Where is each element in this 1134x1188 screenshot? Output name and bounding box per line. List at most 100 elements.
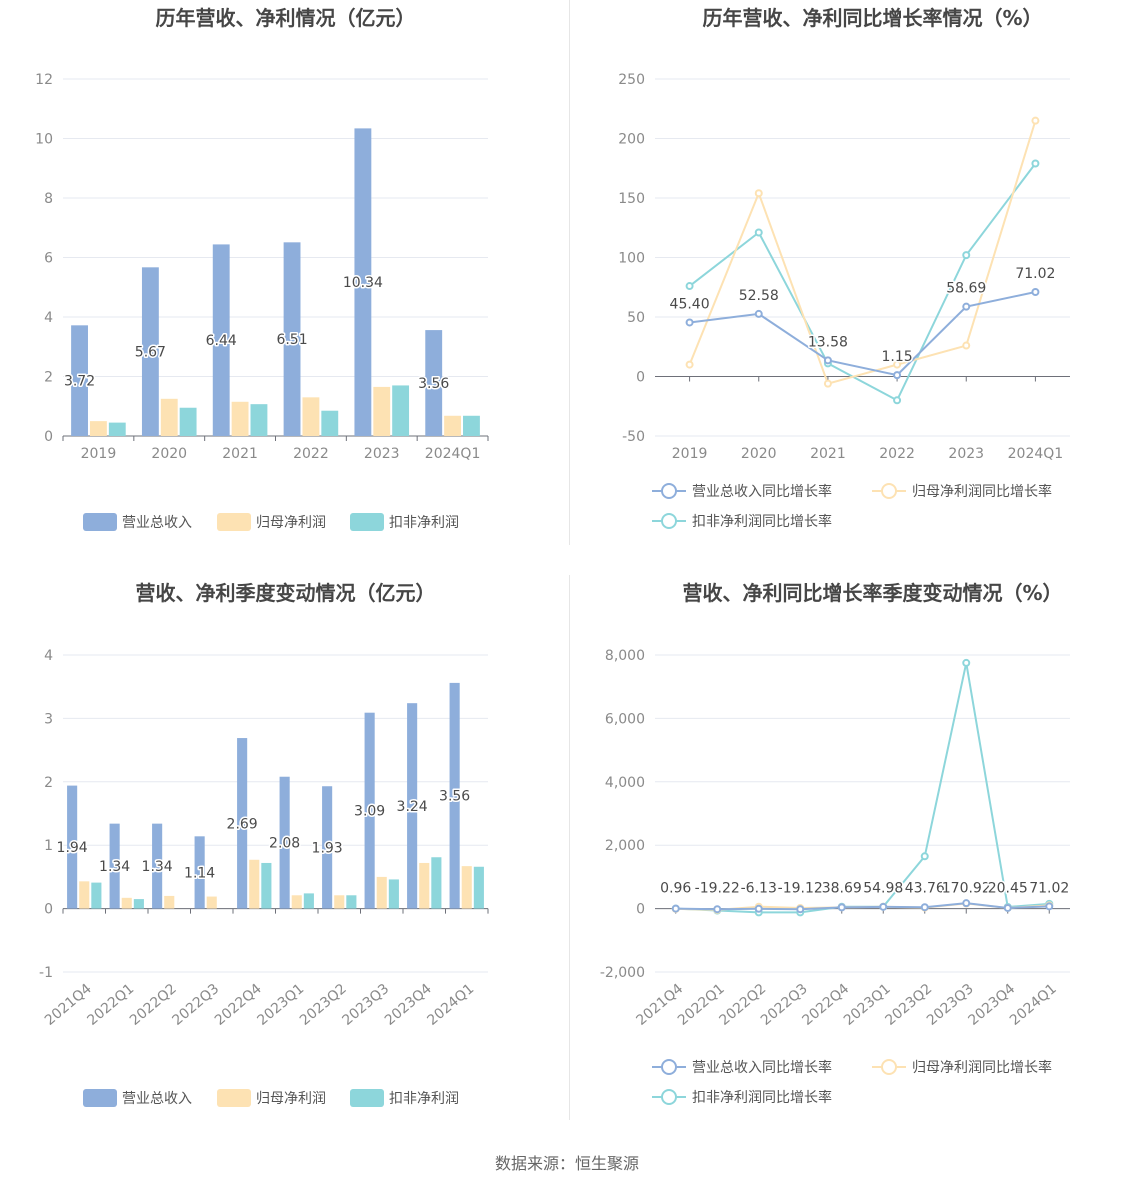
- data-label: 1.34: [99, 859, 130, 875]
- data-point: [796, 905, 805, 914]
- data-label: 6.44: [206, 333, 237, 349]
- bar-net-profit: [231, 401, 249, 436]
- y-tick-label: 0: [636, 370, 645, 386]
- y-tick-label: 1: [44, 838, 53, 854]
- legend-label: 营业总收入同比增长率: [692, 1059, 832, 1076]
- x-tick-label: 2020: [741, 446, 777, 462]
- data-point: [1045, 902, 1054, 911]
- x-tick-label: 2022Q1: [84, 981, 137, 1029]
- bar-net-profit: [376, 876, 387, 909]
- x-tick-label: 2022Q3: [169, 981, 222, 1029]
- bar-revenue: [425, 330, 443, 436]
- x-tick-label: 2022Q2: [127, 981, 180, 1029]
- data-label: 5.67: [135, 345, 166, 361]
- legend-label: 归母净利润: [256, 514, 326, 531]
- y-tick-label: 200: [618, 132, 645, 148]
- legend-marker: [661, 513, 677, 529]
- x-tick-label: 2022: [879, 446, 915, 462]
- x-tick-label: 2019: [81, 446, 117, 462]
- data-point: [685, 282, 694, 291]
- y-tick-label: 0: [44, 902, 53, 918]
- y-tick-label: 6,000: [605, 711, 645, 727]
- bar-net-profit: [206, 896, 217, 909]
- data-label: 3.09: [354, 804, 385, 820]
- bar-net-profit: [160, 398, 178, 436]
- data-label: 71.02: [1015, 266, 1055, 282]
- bar-revenue: [237, 738, 248, 909]
- x-tick-label: 2023: [364, 446, 400, 462]
- bar-revenue: [279, 776, 290, 909]
- data-label: 3.56: [439, 789, 470, 805]
- data-label: 3.72: [64, 374, 95, 390]
- legend-swatch: [217, 1089, 251, 1107]
- data-point: [962, 899, 971, 908]
- legend-marker: [881, 1059, 897, 1075]
- x-tick-label: 2020: [151, 446, 187, 462]
- legend-label: 扣非净利润同比增长率: [692, 1089, 832, 1106]
- bar-revenue: [364, 712, 375, 909]
- series-line: [688, 162, 1037, 402]
- data-point: [823, 379, 832, 388]
- bar-deducted-profit: [303, 893, 314, 909]
- bar-net-profit: [249, 859, 260, 909]
- x-tick-label: 2024Q1: [1008, 446, 1064, 462]
- data-label: 1.15: [881, 349, 912, 365]
- data-label: 3.56: [418, 376, 449, 392]
- data-point: [671, 904, 680, 913]
- data-label: 54.98: [863, 881, 903, 897]
- data-label: 45.40: [670, 296, 710, 312]
- data-label: 20.45: [988, 881, 1028, 897]
- bar-revenue: [449, 682, 460, 909]
- bar-net-profit: [291, 895, 302, 909]
- legend-label: 归母净利润同比增长率: [912, 1059, 1052, 1076]
- data-label: 2.08: [269, 836, 300, 852]
- data-point: [893, 371, 902, 380]
- data-point: [962, 658, 971, 667]
- legend-label: 营业总收入: [122, 1091, 192, 1107]
- bar-deducted-profit: [133, 899, 144, 909]
- y-tick-label: 6: [44, 251, 53, 267]
- bar-revenue: [194, 836, 205, 909]
- bar-revenue: [141, 267, 159, 436]
- data-label: 52.58: [739, 288, 779, 304]
- bar-net-profit: [373, 386, 391, 436]
- y-tick-label: 50: [627, 310, 645, 326]
- data-label: 13.58: [808, 334, 848, 350]
- x-tick-label: 2023Q4: [382, 981, 435, 1029]
- data-label: 58.69: [946, 281, 986, 297]
- data-label: -19.22: [695, 881, 740, 897]
- data-label: 3.24: [397, 799, 428, 815]
- data-label: 1.14: [184, 865, 215, 881]
- annual-growth-rate-chart: 历年营收、净利同比增长率情况（%） -50 0 50 100 150 200 250 2019 2…: [567, 0, 1134, 560]
- legend-label: 扣非净利润同比增长率: [692, 513, 832, 530]
- y-tick-label: 2,000: [605, 838, 645, 854]
- data-point: [837, 903, 846, 912]
- data-point: [754, 309, 763, 318]
- x-tick-label: 2024Q1: [424, 981, 477, 1029]
- data-point: [879, 902, 888, 911]
- bar-deducted-profit: [321, 410, 339, 436]
- chart-title: 历年营收、净利同比增长率情况（%）: [702, 6, 1042, 30]
- bar-net-profit: [444, 415, 462, 436]
- data-point: [962, 251, 971, 260]
- data-point: [893, 396, 902, 405]
- data-point: [713, 905, 722, 914]
- quarterly-growth-rate-chart: 营收、净利同比增长率季度变动情况（%） -2,000 0 2,000 4,000 6,00…: [567, 575, 1134, 1135]
- bar-deducted-profit: [431, 857, 442, 909]
- data-point: [893, 360, 902, 369]
- bar-deducted-profit: [388, 879, 399, 909]
- x-tick-label: 2021Q4: [42, 981, 95, 1029]
- data-label: 2.69: [227, 816, 258, 832]
- legend-label: 营业总收入同比增长率: [692, 483, 832, 500]
- data-point: [1031, 287, 1040, 296]
- bar-deducted-profit: [108, 422, 126, 436]
- legend-swatch: [217, 513, 251, 531]
- data-label: 71.02: [1029, 881, 1069, 897]
- data-label: -6.13: [741, 881, 777, 897]
- legend-label: 营业总收入: [122, 515, 192, 531]
- data-source: 数据来源：恒生聚源: [494, 1154, 639, 1173]
- series-line: [675, 902, 1050, 911]
- legend-swatch: [83, 513, 117, 531]
- data-point: [754, 189, 763, 198]
- bar-revenue: [354, 128, 372, 436]
